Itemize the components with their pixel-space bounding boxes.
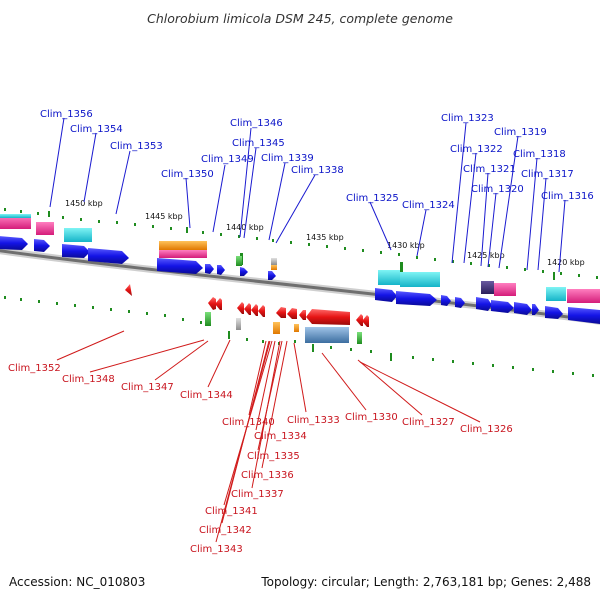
gene-label-clim-1334[interactable]: Clim_1334 xyxy=(254,431,307,442)
gene-label-clim-1327[interactable]: Clim_1327 xyxy=(402,417,455,428)
upper-scale-ticks xyxy=(4,208,598,280)
gene-label-clim-1349[interactable]: Clim_1349 xyxy=(201,154,254,165)
gene-label-clim-1333[interactable]: Clim_1333 xyxy=(287,415,340,426)
reverse-leader-lines xyxy=(56,330,481,543)
gene-label-clim-1337[interactable]: Clim_1337 xyxy=(231,489,284,500)
position-label-1440: 1440 kbp xyxy=(226,223,264,232)
gene-label-clim-1321[interactable]: Clim_1321 xyxy=(463,164,516,175)
gene-label-clim-1325[interactable]: Clim_1325 xyxy=(346,193,399,204)
position-label-1425: 1425 kbp xyxy=(467,251,505,260)
gene-label-clim-1336[interactable]: Clim_1336 xyxy=(241,470,294,481)
position-label-1420: 1420 kbp xyxy=(547,258,585,267)
gene-label-clim-1323[interactable]: Clim_1323 xyxy=(441,113,494,124)
position-label-1445: 1445 kbp xyxy=(145,212,183,221)
gene-label-clim-1322[interactable]: Clim_1322 xyxy=(450,144,503,155)
gene-label-clim-1318[interactable]: Clim_1318 xyxy=(513,149,566,160)
lower-scale-ticks xyxy=(4,296,594,377)
upper-feature-bars xyxy=(0,214,600,303)
forward-gene-arrows xyxy=(0,236,600,324)
gene-label-clim-1353[interactable]: Clim_1353 xyxy=(110,141,163,152)
position-label-1430: 1430 kbp xyxy=(387,241,425,250)
gene-label-clim-1340[interactable]: Clim_1340 xyxy=(222,417,275,428)
gene-label-clim-1319[interactable]: Clim_1319 xyxy=(494,127,547,138)
gene-label-clim-1326[interactable]: Clim_1326 xyxy=(460,424,513,435)
accession-text: Accession: NC_010803 xyxy=(9,575,145,589)
gene-label-clim-1356[interactable]: Clim_1356 xyxy=(40,109,93,120)
gene-label-clim-1347[interactable]: Clim_1347 xyxy=(121,382,174,393)
gene-label-clim-1348[interactable]: Clim_1348 xyxy=(62,374,115,385)
gene-label-clim-1324[interactable]: Clim_1324 xyxy=(402,200,455,211)
gene-label-clim-1330[interactable]: Clim_1330 xyxy=(345,412,398,423)
reverse-gene-arrows xyxy=(125,284,369,327)
map-title: Chlorobium limicola DSM 245, complete ge… xyxy=(147,11,453,26)
gene-label-clim-1354[interactable]: Clim_1354 xyxy=(70,124,123,135)
gene-label-clim-1342[interactable]: Clim_1342 xyxy=(199,525,252,536)
gene-label-clim-1350[interactable]: Clim_1350 xyxy=(161,169,214,180)
gene-label-clim-1338[interactable]: Clim_1338 xyxy=(291,165,344,176)
gene-label-clim-1316[interactable]: Clim_1316 xyxy=(541,191,594,202)
position-label-1450: 1450 kbp xyxy=(65,199,103,208)
gene-label-clim-1343[interactable]: Clim_1343 xyxy=(190,544,243,555)
gene-label-clim-1352[interactable]: Clim_1352 xyxy=(8,363,61,374)
gene-label-clim-1341[interactable]: Clim_1341 xyxy=(205,506,258,517)
lower-feature-bars xyxy=(205,312,362,344)
gene-label-clim-1339[interactable]: Clim_1339 xyxy=(261,153,314,164)
gene-label-clim-1345[interactable]: Clim_1345 xyxy=(232,138,285,149)
position-label-1435: 1435 kbp xyxy=(306,233,344,242)
gene-label-clim-1317[interactable]: Clim_1317 xyxy=(521,169,574,180)
gene-label-clim-1320[interactable]: Clim_1320 xyxy=(471,184,524,195)
gene-label-clim-1335[interactable]: Clim_1335 xyxy=(247,451,300,462)
topology-text: Topology: circular; Length: 2,763,181 bp… xyxy=(260,575,591,589)
gene-label-clim-1344[interactable]: Clim_1344 xyxy=(180,390,233,401)
forward-leader-lines xyxy=(49,117,566,273)
gene-label-clim-1346[interactable]: Clim_1346 xyxy=(230,118,283,129)
